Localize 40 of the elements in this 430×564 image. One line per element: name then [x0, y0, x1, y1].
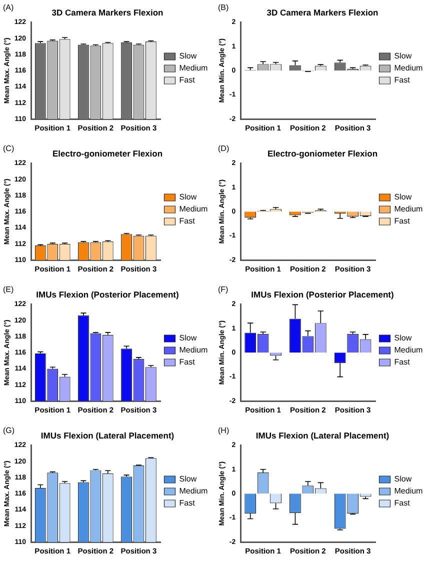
legend-label: Fast: [179, 358, 196, 367]
legend-label: Slow: [179, 474, 197, 484]
legend-label: Slow: [179, 334, 197, 343]
legend-label: Medium: [394, 64, 424, 73]
legend-label: Fast: [179, 76, 196, 85]
legend-label: Medium: [179, 204, 208, 214]
text: (H): [218, 426, 230, 436]
legend-label: Fast: [179, 498, 196, 508]
text: (D): [218, 144, 230, 154]
legend-label: Slow: [179, 192, 197, 202]
text: (G): [3, 426, 15, 436]
legend-label: Slow: [394, 52, 412, 61]
legend-label: Fast: [179, 216, 196, 226]
chart-title: IMUs Flexion (Lateral Placement): [256, 430, 390, 440]
legend-label: Fast: [394, 358, 411, 367]
text: (C): [3, 144, 14, 154]
legend-label: Fast: [394, 216, 411, 226]
legend-label: Medium: [394, 204, 424, 214]
chart-title: IMUs Flexion (Lateral Placement): [40, 430, 174, 440]
legend-label: Slow: [179, 52, 197, 61]
legend-label: Medium: [179, 64, 208, 73]
text: (A): [3, 3, 14, 12]
legend-label: Fast: [394, 76, 411, 85]
text: (B): [218, 3, 229, 12]
legend-label: Medium: [179, 346, 208, 355]
chart-title: Electro-goniometer Flexion: [52, 148, 163, 158]
chart-title: 3D Camera Markers Flexion: [52, 7, 164, 18]
legend-label: Slow: [394, 334, 412, 343]
text: (F): [218, 285, 229, 294]
legend-label: Fast: [394, 498, 411, 508]
chart-title: 3D Camera Markers Flexion: [266, 7, 378, 18]
legend-label: Slow: [394, 474, 412, 484]
legend-label: Slow: [394, 192, 412, 202]
chart-title: IMUs Flexion (Posterior Placement): [251, 289, 394, 300]
legend-label: Medium: [179, 486, 208, 496]
text: (E): [3, 285, 14, 294]
legend-label: Medium: [394, 346, 424, 355]
legend-label: Medium: [394, 486, 424, 496]
chart-title: IMUs Flexion (Posterior Placement): [36, 289, 179, 300]
chart-title: Electro-goniometer Flexion: [267, 148, 378, 158]
